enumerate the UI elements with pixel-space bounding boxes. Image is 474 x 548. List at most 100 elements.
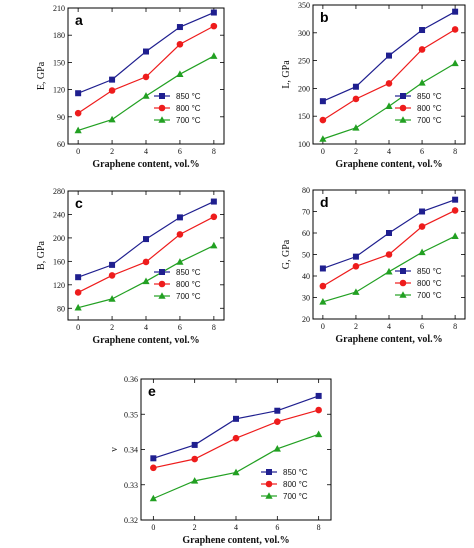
x-tick-label: 8 [212,323,216,332]
data-point [352,288,360,295]
data-point [452,196,459,203]
panel-letter: b [320,9,329,25]
series-700 [319,59,459,142]
y-tick-label: 90 [57,113,65,122]
data-point [233,415,239,422]
panel-e: 0 2 4 6 8 0.32 0.33 0.34 0.35 0.36 Graphene conten… [109,375,332,546]
data-point [176,24,183,31]
legend-label: 700 °C [417,291,442,300]
data-point [386,52,392,59]
y-tick-label: 300 [298,29,310,38]
legend-marker [159,93,165,99]
series-850 [75,9,217,97]
data-point [385,251,393,258]
series-850 [150,392,322,462]
data-point [319,265,326,272]
data-point [142,277,150,285]
data-point [176,40,184,48]
panel-letter: d [320,194,329,210]
legend: 850 °C 800 °C 700 °C [154,92,201,125]
x-tick-label: 4 [144,323,148,332]
legend: 850 °C 800 °C 700 °C [395,92,442,125]
data-point [451,207,459,214]
x-tick-label: 2 [354,322,358,331]
data-point [210,241,218,249]
data-point [74,109,82,117]
data-point [385,80,393,87]
series-800 [74,22,218,117]
y-tick-label: 70 [302,208,310,217]
legend: 850 °C 800 °C 700 °C [261,468,308,501]
y-tick-label: 100 [298,140,310,149]
legend-label: 850 °C [417,92,442,101]
data-point [352,124,360,131]
x-tick-label: 4 [234,523,238,532]
data-point [143,236,149,243]
data-point [315,406,322,414]
legend-label: 850 °C [417,267,442,276]
y-tick-label: 60 [302,229,310,238]
data-point [385,267,393,275]
legend-marker [400,268,406,274]
y-tick-label: 0.35 [124,410,138,419]
y-tick-label: 150 [53,58,65,67]
panel-c: 0 2 4 6 8 80 120 160 200 240 280 Graphene content, … [36,187,225,346]
data-point [210,198,217,205]
data-point [319,116,327,124]
y-tick-label: 0.34 [124,446,138,455]
legend-label: 850 °C [176,92,201,101]
legend-marker [159,269,165,275]
y-tick-label: 180 [53,31,65,40]
y-axis-label: G, GPa [281,239,292,269]
x-axis-label: Graphene content, vol.% [335,159,442,170]
data-point [232,434,240,442]
y-tick-label: 30 [302,294,310,303]
legend-marker [400,93,406,99]
data-point [319,98,326,105]
data-point [352,83,359,90]
x-tick-label: 4 [387,147,391,156]
data-point [176,70,184,77]
x-tick-label: 6 [178,323,182,332]
x-tick-label: 2 [110,147,114,156]
data-point [273,444,281,452]
panel-a: 0 2 4 6 8 60 90 120 150 180 210 Graphene content, v… [36,4,225,170]
y-axis-label: ν [109,447,120,452]
series-800 [74,213,218,296]
data-point [176,231,184,238]
x-tick-label: 8 [212,147,216,156]
data-point [143,48,149,55]
data-point [142,73,150,81]
data-point [419,208,426,215]
y-tick-label: 0.32 [124,516,138,525]
y-tick-label: 240 [53,210,65,219]
legend-marker [158,280,166,288]
data-point [319,282,327,290]
x-tick-label: 8 [453,322,457,331]
plot-frame [67,190,225,321]
data-point [108,295,116,302]
series-800 [319,26,459,124]
data-point [352,263,360,270]
y-tick-label: 80 [302,186,310,195]
data-point [142,92,150,99]
series-850 [319,196,459,272]
x-tick-label: 2 [193,523,197,532]
series-700 [74,52,218,134]
data-point [210,9,217,16]
data-point [142,258,150,266]
legend-label: 850 °C [176,268,201,277]
legend-label: 700 °C [176,116,201,125]
y-axis-label: B, GPa [36,241,47,270]
panel-d: 0 2 4 6 8 20 30 40 50 60 70 80 Graphene content, vol… [281,186,466,345]
legend-marker [265,480,273,488]
data-point [191,455,198,463]
y-tick-label: 80 [57,304,65,313]
x-tick-label: 6 [420,322,424,331]
data-point [274,418,281,425]
series-700 [149,430,323,502]
legend-marker [158,292,166,299]
data-point [418,46,426,53]
data-point [315,430,323,438]
